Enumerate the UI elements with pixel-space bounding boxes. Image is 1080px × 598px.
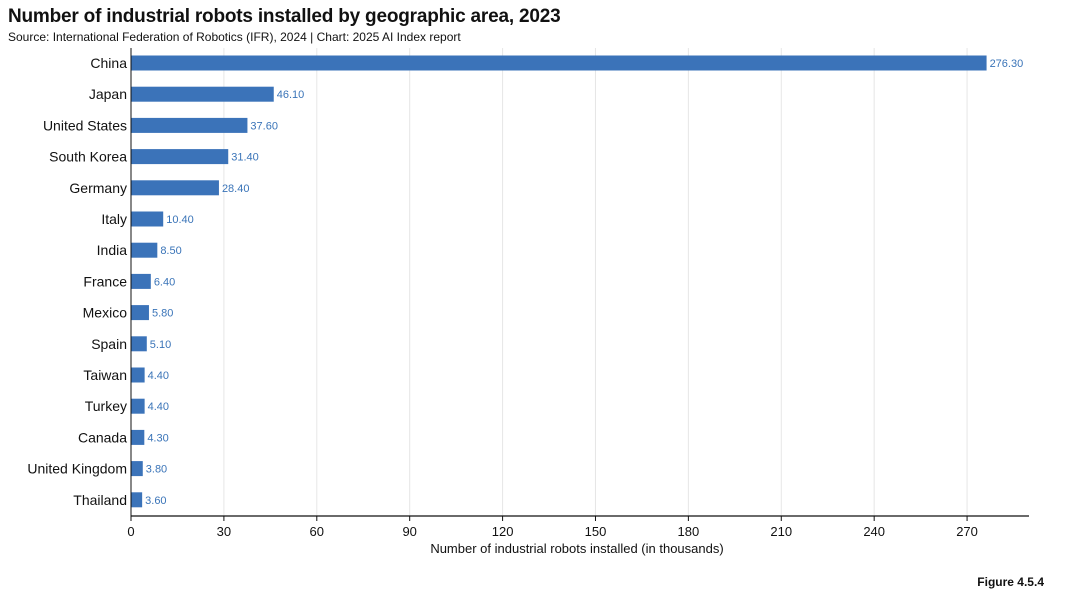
category-label: Canada	[78, 429, 127, 445]
x-tick-label: 60	[310, 524, 324, 539]
category-label: Italy	[101, 211, 127, 227]
bar-germany	[131, 180, 219, 196]
value-label: 5.80	[152, 308, 173, 320]
x-tick-label: 180	[678, 524, 700, 539]
chart-subtitle: Source: International Federation of Robo…	[8, 30, 461, 44]
bar-mexico	[131, 305, 149, 321]
category-label: India	[97, 242, 128, 258]
bar-france	[131, 273, 151, 289]
category-label: Taiwan	[83, 367, 127, 383]
x-tick-label: 90	[402, 524, 416, 539]
category-label: United States	[43, 117, 127, 133]
x-tick-label: 210	[770, 524, 792, 539]
x-axis-title: Number of industrial robots installed (i…	[430, 541, 723, 556]
grid-lines	[223, 48, 968, 516]
x-tick-label: 150	[585, 524, 607, 539]
value-label: 31.40	[231, 152, 259, 164]
bar-china	[131, 55, 987, 71]
x-tick-label: 120	[492, 524, 514, 539]
bar-united-kingdom	[131, 461, 143, 477]
value-label: 6.40	[154, 276, 175, 288]
category-label: Germany	[69, 180, 127, 196]
category-label: Thailand	[73, 492, 127, 508]
category-label: China	[90, 55, 127, 71]
value-label: 46.10	[277, 89, 305, 101]
category-label: Japan	[89, 86, 127, 102]
value-label: 4.30	[147, 432, 168, 444]
value-label: 4.40	[148, 401, 169, 413]
value-labels: 276.30 46.10 37.60 31.40 28.40 10.40 8.50 6.40 5…	[145, 58, 1023, 507]
x-tick-label: 270	[956, 524, 978, 539]
bar-japan	[131, 86, 274, 102]
value-label: 28.40	[222, 183, 250, 195]
category-label: United Kingdom	[27, 461, 127, 477]
bar-united-states	[131, 117, 248, 133]
category-label: Turkey	[85, 398, 127, 414]
bar-italy	[131, 211, 164, 227]
chart-title: Number of industrial robots installed by…	[8, 6, 561, 27]
category-label: South Korea	[49, 149, 127, 165]
value-label: 3.60	[145, 495, 166, 507]
category-labels: China Japan United States South Korea German…	[27, 55, 127, 508]
value-label: 5.10	[150, 339, 171, 351]
x-tick-label: 240	[863, 524, 885, 539]
x-axis: 0 30 60 90 120 150 180 210 240 270	[127, 48, 1029, 539]
category-label: France	[83, 273, 127, 289]
bar-canada	[131, 429, 145, 445]
value-label: 10.40	[166, 214, 194, 226]
x-tick-label: 30	[217, 524, 231, 539]
bar-spain	[131, 336, 147, 352]
value-label: 8.50	[160, 245, 181, 257]
value-label: 37.60	[250, 120, 278, 132]
value-label: 4.40	[148, 370, 169, 382]
bar-south-korea	[131, 149, 229, 165]
bar-taiwan	[131, 367, 145, 383]
bar-thailand	[131, 492, 143, 508]
bars	[131, 55, 987, 508]
bar-turkey	[131, 398, 145, 414]
category-label: Mexico	[83, 305, 128, 321]
x-tick-label: 0	[127, 524, 134, 539]
figure-label: Figure 4.5.4	[977, 575, 1044, 589]
bar-india	[131, 242, 158, 258]
value-label: 276.30	[990, 58, 1024, 70]
value-label: 3.80	[146, 464, 167, 476]
category-label: Spain	[91, 336, 127, 352]
